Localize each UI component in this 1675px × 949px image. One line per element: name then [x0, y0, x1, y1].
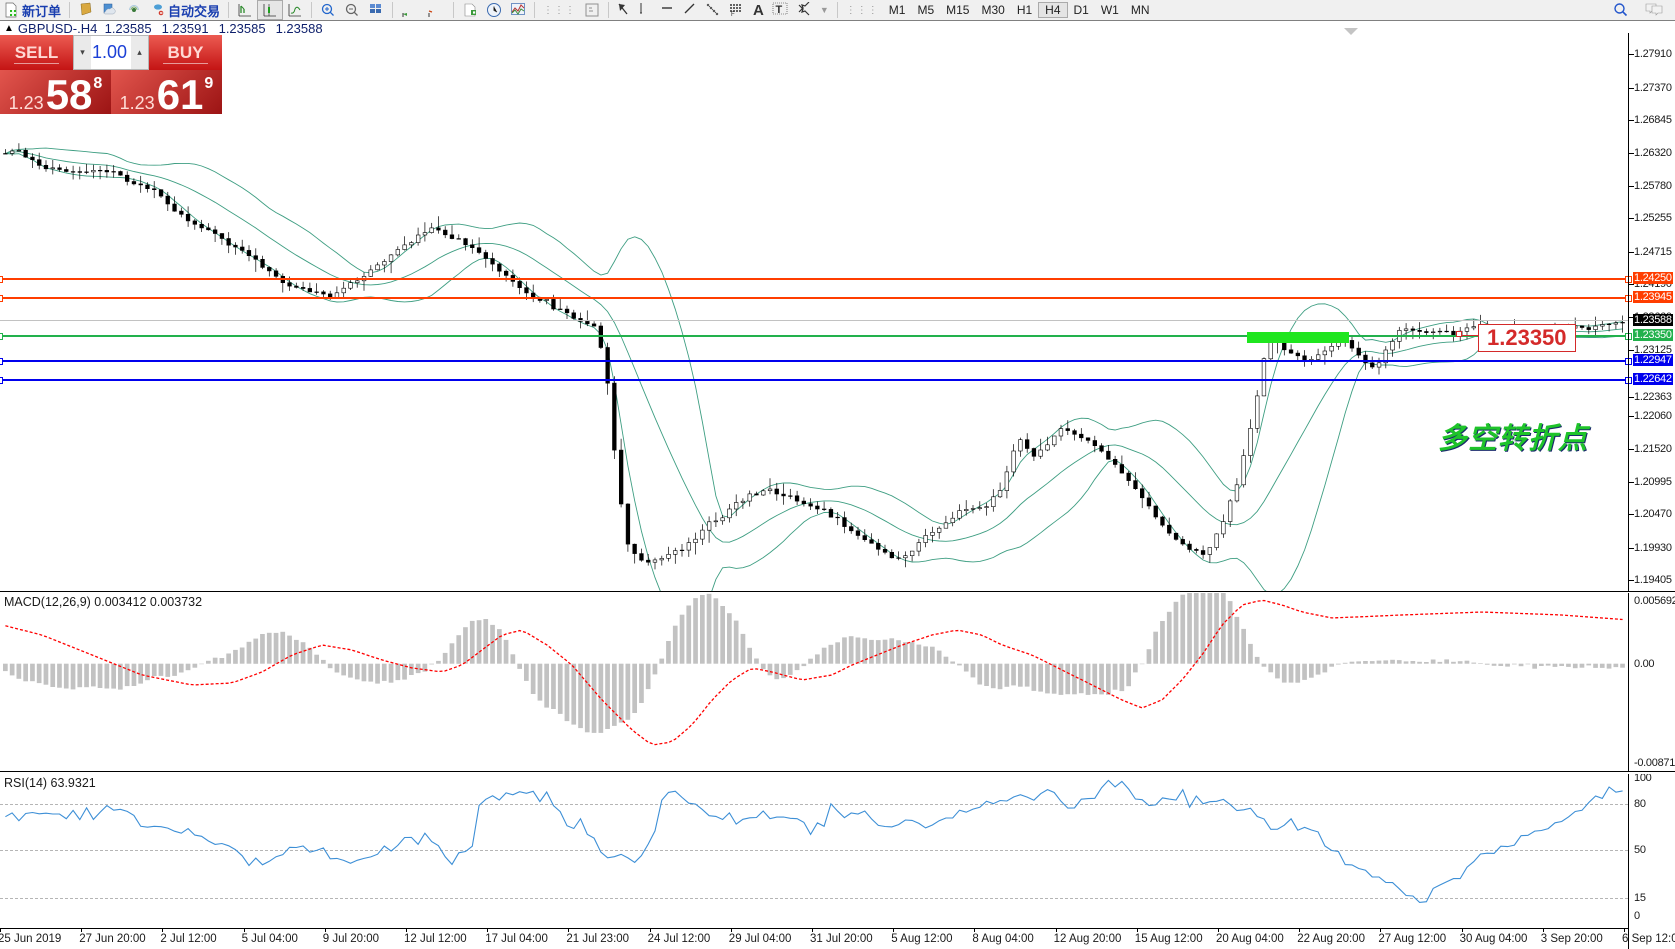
- svg-text:T: T: [775, 4, 782, 16]
- svg-text:F: F: [731, 12, 735, 17]
